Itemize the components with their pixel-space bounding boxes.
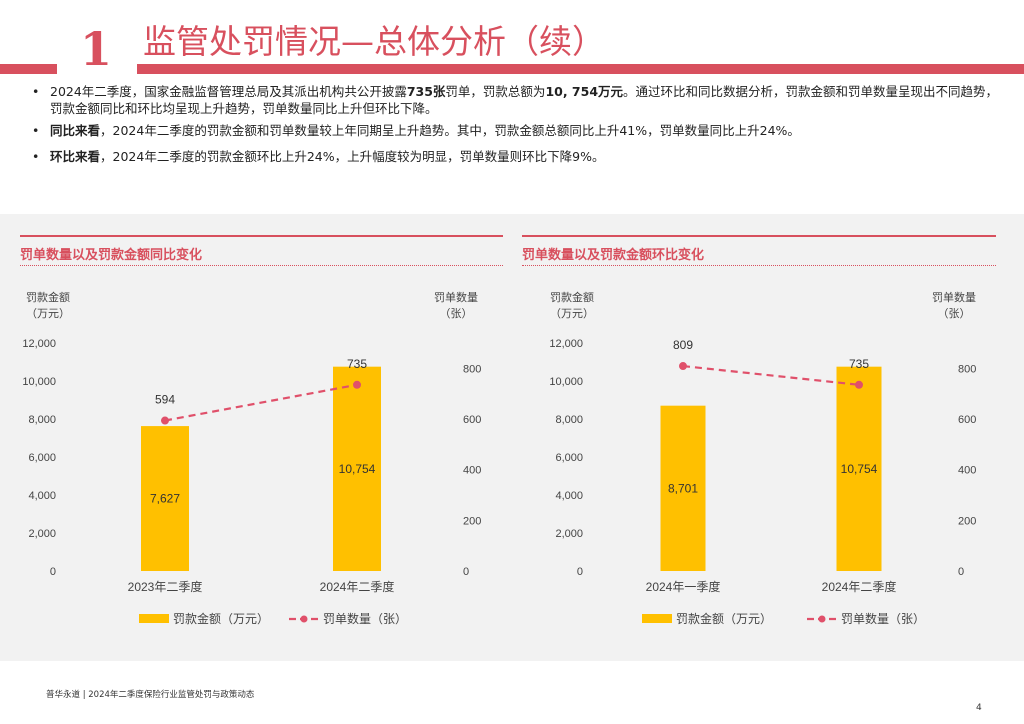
left-chart-y-left-tick: 12,000	[22, 338, 56, 350]
left-chart-y-left-tick: 10,000	[22, 376, 56, 388]
left-panel-top-rule	[20, 235, 503, 237]
bullet-qoq-text: ，2024年二季度的罚款金额环比上升24%，上升幅度较为明显，罚单数量则环比下降…	[100, 149, 605, 164]
bullet-yoy-text: ，2024年二季度的罚款金额和罚单数量较上年同期呈上升趋势。其中，罚款金额总额同…	[100, 123, 800, 138]
left-chart-y-right-tick: 600	[463, 414, 481, 426]
left-chart-bar	[141, 426, 189, 571]
left-chart-category-label: 2023年二季度	[128, 579, 203, 594]
right-chart-y-left-tick: 6,000	[555, 452, 583, 464]
left-chart-y-right-tick: 200	[463, 515, 481, 527]
left-chart-line-point	[353, 380, 361, 389]
right-chart-legend-bar-swatch	[642, 614, 672, 623]
right-chart-y-right-tick: 600	[958, 414, 976, 426]
left-chart-bar	[333, 366, 381, 571]
right-chart-line-series	[682, 364, 860, 386]
bullet-overview-text-2: 罚单，罚款总额为	[445, 84, 546, 99]
summary-bullets: 2024年二季度，国家金融监督管理总局及其派出机构共公开披露735张罚单，罚款总…	[30, 83, 1010, 165]
left-chart-y-right-title: 罚单数量 （张）	[426, 290, 486, 322]
right-chart-y-left-title-line1: 罚款金额	[550, 291, 594, 304]
right-chart-y-right-tick: 200	[958, 515, 976, 527]
right-chart-bar	[836, 366, 882, 571]
right-chart-category-label: 2024年一季度	[646, 579, 721, 594]
right-chart-bar	[660, 405, 706, 571]
right-chart-legend-line-marker	[818, 615, 826, 623]
right-chart-bar-label: 8,701	[668, 481, 698, 495]
right-chart-y-right-title: 罚单数量 （张）	[924, 290, 984, 322]
left-chart-y-left-tick: 8,000	[28, 414, 56, 426]
right-chart-y-right-tick: 400	[958, 465, 976, 477]
right-chart-y-left-tick: 2,000	[555, 528, 583, 540]
right-chart-legend-line-label: 罚单数量（张）	[841, 611, 925, 626]
right-chart-line-label: 735	[849, 357, 869, 371]
right-chart-y-left-tick: 8,000	[555, 414, 583, 426]
right-chart-category-label: 2024年二季度	[822, 579, 897, 594]
left-chart-y-right-tick: 0	[463, 566, 469, 578]
left-chart-y-right-tick: 800	[463, 363, 481, 375]
left-chart-y-right-title-line2: （张）	[439, 307, 473, 320]
bullet-overview-text-3: 。通过环比和同比数据分析，罚款金额和罚单数量呈现出不同趋势，罚款金额同比和环比均…	[50, 84, 999, 116]
bullet-yoy-heading: 同比来看	[50, 123, 101, 138]
bullet-qoq-heading: 环比来看	[50, 149, 101, 164]
left-chart-line-point	[161, 416, 169, 425]
right-chart-y-left-tick: 12,000	[549, 338, 583, 350]
left-chart-y-left-tick: 4,000	[28, 490, 56, 502]
right-panel-title: 罚单数量以及罚款金额环比变化	[522, 248, 705, 263]
left-chart-y-left-tick: 2,000	[28, 528, 56, 540]
left-chart-category-label: 2024年二季度	[320, 579, 395, 594]
left-chart-legend-line-label: 罚单数量（张）	[323, 611, 407, 626]
right-chart-y-right-title-line2: （张）	[937, 307, 971, 320]
left-chart-y-left-tick: 6,000	[28, 452, 56, 464]
right-chart-y-left-tick: 0	[577, 566, 583, 578]
bullet-overview-text-1: 2024年二季度，国家金融监督管理总局及其派出机构共公开披露	[50, 84, 407, 99]
left-chart-legend-bar-label: 罚款金额（万元）	[173, 611, 269, 626]
section-number: 1	[80, 22, 113, 76]
left-chart-y-right-tick: 400	[463, 465, 481, 477]
right-chart-y-left-tick: 4,000	[555, 490, 583, 502]
left-chart-y-left-title-line2: （万元）	[26, 307, 70, 320]
right-panel-top-rule	[522, 235, 996, 237]
page-number: 4	[976, 703, 982, 713]
right-chart-legend-bar-label: 罚款金额（万元）	[676, 611, 772, 626]
left-chart-line-label: 735	[347, 357, 367, 371]
left-chart-bar-label: 7,627	[150, 492, 180, 506]
left-panel-title: 罚单数量以及罚款金额同比变化	[20, 248, 203, 263]
right-chart-y-left-tick: 10,000	[549, 376, 583, 388]
title-bar-left	[0, 64, 57, 74]
right-chart-bar-label: 10,754	[841, 462, 878, 476]
right-chart-line-point	[679, 362, 687, 371]
left-chart-bar-label: 10,754	[339, 462, 376, 476]
right-chart-y-left-title: 罚款金额 （万元）	[544, 290, 600, 322]
bullet-qoq: 环比来看，2024年二季度的罚款金额环比上升24%，上升幅度较为明显，罚单数量则…	[30, 148, 1010, 165]
right-panel-dotted-rule	[522, 265, 996, 266]
left-panel-dotted-rule	[20, 265, 503, 266]
bullet-yoy: 同比来看，2024年二季度的罚款金额和罚单数量较上年同期呈上升趋势。其中，罚款金…	[30, 122, 1010, 139]
right-chart-line-point	[855, 380, 863, 389]
bullet-overview: 2024年二季度，国家金融监督管理总局及其派出机构共公开披露735张罚单，罚款总…	[30, 83, 1010, 117]
right-chart-line-label: 809	[673, 338, 693, 352]
left-chart-y-left-title: 罚款金额 （万元）	[20, 290, 76, 322]
title-bar-right	[137, 64, 1024, 74]
bullet-overview-amount: 10, 754万元	[545, 84, 624, 99]
left-chart-legend-bar-swatch	[139, 614, 169, 623]
left-chart-y-right-title-line1: 罚单数量	[434, 291, 478, 304]
left-chart-y-left-title-line1: 罚款金额	[26, 291, 70, 304]
page-title: 监管处罚情况—总体分析（续）	[143, 22, 605, 61]
left-chart-line-label: 594	[155, 393, 175, 407]
left-chart-legend-line-marker	[300, 615, 308, 623]
bullet-overview-count: 735张	[406, 84, 446, 99]
right-chart-y-left-title-line2: （万元）	[550, 307, 594, 320]
footer-text: 普华永道 | 2024年二季度保险行业监管处罚与政策动态	[46, 690, 255, 700]
left-chart-line-series	[164, 383, 358, 422]
left-chart-y-left-tick: 0	[50, 566, 56, 578]
right-chart-y-right-tick: 800	[958, 363, 976, 375]
right-chart-y-right-tick: 0	[958, 566, 964, 578]
right-chart-y-right-title-line1: 罚单数量	[932, 291, 976, 304]
